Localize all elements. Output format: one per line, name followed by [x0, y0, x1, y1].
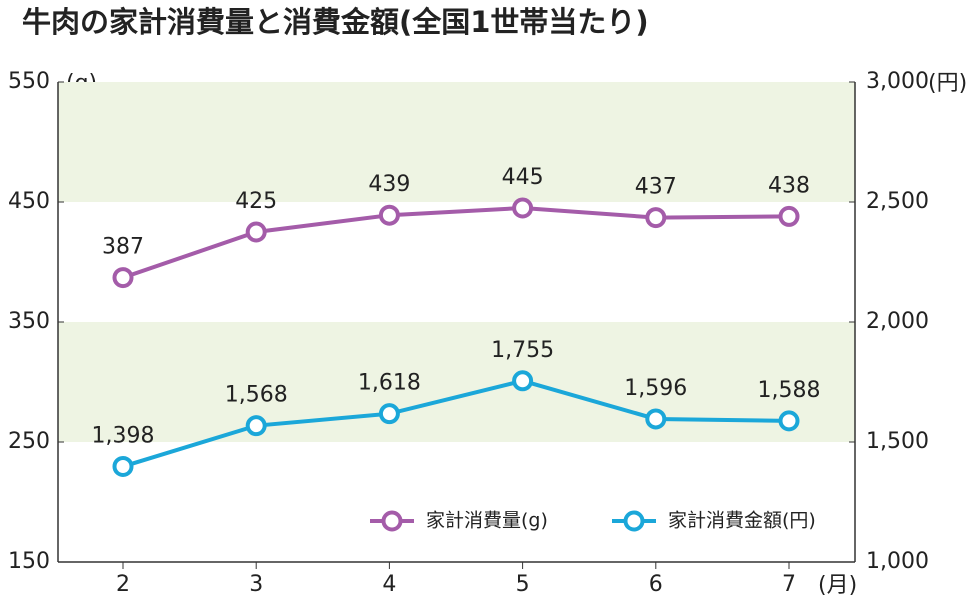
legend-marker	[381, 510, 403, 532]
y2-tick-label: 1,000	[866, 549, 929, 574]
grid-band	[58, 82, 855, 202]
legend-label: 家計消費金額(円)	[668, 510, 816, 532]
data-label: 1,755	[491, 338, 554, 363]
y2-axis-unit: (円)	[928, 71, 967, 96]
data-label: 437	[635, 175, 677, 200]
data-label: 1,568	[225, 383, 288, 408]
data-label: 1,398	[92, 423, 155, 448]
legend-label: 家計消費量(g)	[426, 510, 548, 532]
data-point	[645, 408, 667, 430]
x-tick-label: 4	[382, 572, 396, 597]
data-label: 438	[768, 173, 810, 198]
x-tick-label: 7	[782, 572, 796, 597]
data-point	[778, 410, 800, 432]
x-tick-label: 2	[116, 572, 130, 597]
data-point	[512, 370, 534, 392]
y-tick-label: 250	[8, 429, 50, 454]
x-tick-label: 3	[249, 572, 263, 597]
grid-band	[58, 322, 855, 442]
data-point	[112, 455, 134, 477]
data-label: 425	[235, 189, 277, 214]
y-tick-label: 450	[8, 189, 50, 214]
y-tick-label: 150	[8, 549, 50, 574]
chart-title: 牛肉の家計消費量と消費金額(全国1世帯当たり)	[22, 5, 649, 39]
data-point	[645, 207, 667, 229]
series-line	[122, 378, 790, 469]
legend-marker	[623, 510, 645, 532]
data-label: 1,596	[624, 376, 687, 401]
series-line	[122, 205, 790, 280]
y-tick-label: 350	[8, 309, 50, 334]
x-axis-unit: (月)	[818, 573, 857, 598]
data-label: 1,588	[758, 378, 821, 403]
data-label: 387	[102, 235, 144, 260]
plot-background	[58, 82, 855, 442]
data-point	[112, 267, 134, 289]
data-point	[778, 205, 800, 227]
data-label: 439	[368, 172, 410, 197]
data-label: 445	[502, 165, 544, 190]
data-point	[378, 204, 400, 226]
data-point	[245, 221, 267, 243]
data-label: 1,618	[358, 371, 421, 396]
y2-tick-label: 3,000	[866, 69, 929, 94]
y-tick-label: 550	[8, 69, 50, 94]
x-tick-label: 5	[516, 572, 530, 597]
y2-tick-label: 2,500	[866, 189, 929, 214]
x-tick-label: 6	[649, 572, 663, 597]
y2-tick-label: 2,000	[866, 309, 929, 334]
y2-tick-label: 1,500	[866, 429, 929, 454]
data-point	[245, 415, 267, 437]
data-point	[378, 403, 400, 425]
data-point	[512, 197, 534, 219]
